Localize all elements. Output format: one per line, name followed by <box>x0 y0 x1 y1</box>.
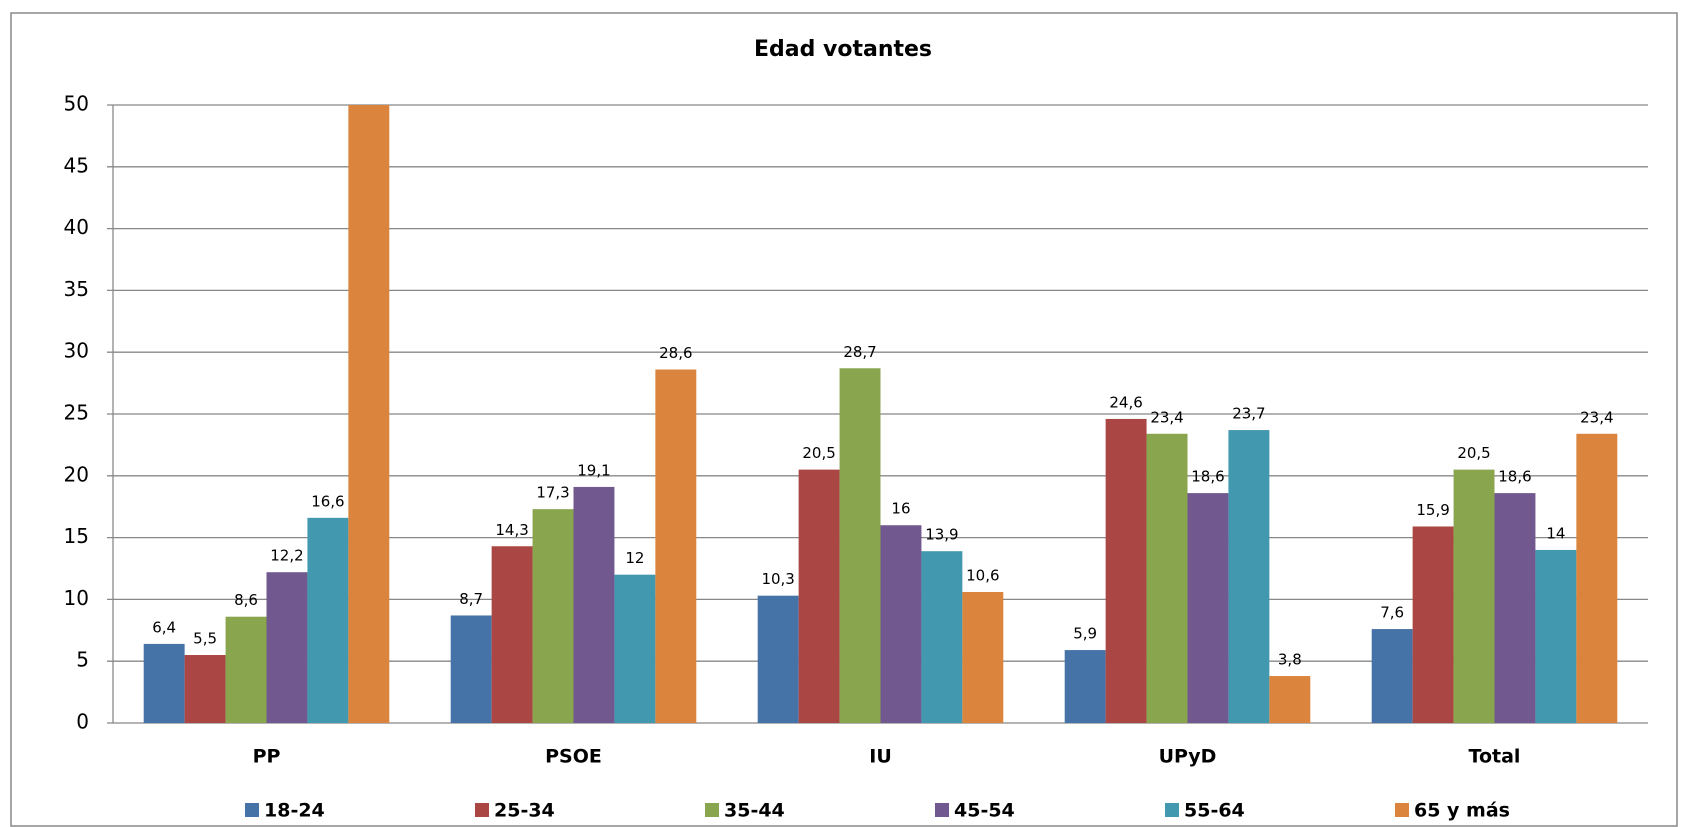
y-tick-label: 25 <box>64 401 89 425</box>
y-tick-label: 20 <box>64 462 89 486</box>
x-tick-label: IU <box>869 746 892 768</box>
bar <box>921 551 963 723</box>
bar <box>1105 418 1147 723</box>
bar <box>491 546 533 723</box>
data-label: 18,6 <box>1498 468 1531 486</box>
x-tick-label: PSOE <box>545 746 602 768</box>
y-tick-label: 40 <box>64 215 89 239</box>
data-label: 5,9 <box>1073 625 1097 643</box>
bar <box>614 574 656 723</box>
data-label: 20,5 <box>802 444 835 462</box>
bar <box>1412 526 1454 723</box>
y-tick-label: 35 <box>64 277 89 301</box>
bar <box>1535 549 1577 723</box>
data-label: 23,4 <box>1150 408 1183 426</box>
bar <box>839 368 881 723</box>
data-label: 3,8 <box>1278 651 1302 669</box>
y-tick-label: 45 <box>64 153 89 177</box>
legend-label: 55-64 <box>1184 800 1245 822</box>
y-tick-label: 50 <box>64 92 89 116</box>
legend-label: 25-34 <box>494 800 555 822</box>
data-label: 5,5 <box>193 630 217 648</box>
legend-swatch <box>1165 803 1179 817</box>
y-tick-label: 15 <box>64 524 89 548</box>
data-label: 8,6 <box>234 591 258 609</box>
data-label: 23,4 <box>1580 408 1613 426</box>
bar <box>348 105 390 723</box>
bar <box>1453 469 1495 723</box>
y-tick-label: 30 <box>64 339 89 363</box>
chart-title: Edad votantes <box>754 37 932 62</box>
legend-swatch <box>705 803 719 817</box>
chart-frame <box>10 12 1678 827</box>
bar <box>450 615 492 723</box>
bar <box>1371 629 1413 723</box>
data-label: 17,3 <box>536 484 569 502</box>
bar <box>1576 433 1618 723</box>
legend-label: 65 y más <box>1414 800 1510 822</box>
data-label: 28,7 <box>843 343 876 361</box>
data-label: 7,6 <box>1380 604 1404 622</box>
data-label: 14 <box>1546 524 1565 542</box>
bar <box>143 643 185 723</box>
data-label: 6,4 <box>152 618 176 636</box>
bar <box>573 486 615 723</box>
data-label: 10,3 <box>761 570 794 588</box>
x-tick-label: Total <box>1469 746 1521 768</box>
legend-swatch <box>1395 803 1409 817</box>
data-label: 12,2 <box>270 547 303 565</box>
bar <box>225 616 267 723</box>
data-label: 28,6 <box>659 344 692 362</box>
data-label: 18,6 <box>1191 468 1224 486</box>
data-label: 10,6 <box>966 566 999 584</box>
legend-swatch <box>935 803 949 817</box>
data-label: 24,6 <box>1109 393 1142 411</box>
bar <box>1187 493 1229 723</box>
y-tick-label: 5 <box>76 648 89 672</box>
y-tick-label: 10 <box>64 586 89 610</box>
bar <box>266 572 308 723</box>
bar <box>1269 676 1311 723</box>
legend-label: 45-54 <box>954 800 1015 822</box>
legend-label: 18-24 <box>264 800 325 822</box>
bar <box>798 469 840 723</box>
data-label: 16 <box>891 500 910 518</box>
data-label: 13,9 <box>925 526 958 544</box>
x-tick-label: UPyD <box>1159 746 1217 768</box>
bar <box>1494 493 1536 723</box>
x-tick-label: PP <box>253 746 281 768</box>
bar <box>1228 430 1270 723</box>
legend-label: 35-44 <box>724 800 785 822</box>
data-label: 12 <box>625 549 644 567</box>
data-label: 15,9 <box>1416 501 1449 519</box>
bar <box>962 591 1004 723</box>
bar <box>655 369 697 723</box>
data-label: 8,7 <box>459 590 483 608</box>
data-label: 19,1 <box>577 461 610 479</box>
y-tick-label: 0 <box>76 710 89 734</box>
bar <box>184 655 226 723</box>
bar <box>757 595 799 723</box>
bar <box>880 525 922 723</box>
data-label: 23,7 <box>1232 405 1265 423</box>
bar <box>532 509 574 723</box>
bar <box>1146 433 1188 723</box>
legend-swatch <box>475 803 489 817</box>
bar <box>1064 650 1106 723</box>
bar <box>307 517 349 723</box>
legend-swatch <box>245 803 259 817</box>
data-label: 20,5 <box>1457 444 1490 462</box>
data-label: 16,6 <box>311 492 344 510</box>
data-label: 14,3 <box>495 521 528 539</box>
